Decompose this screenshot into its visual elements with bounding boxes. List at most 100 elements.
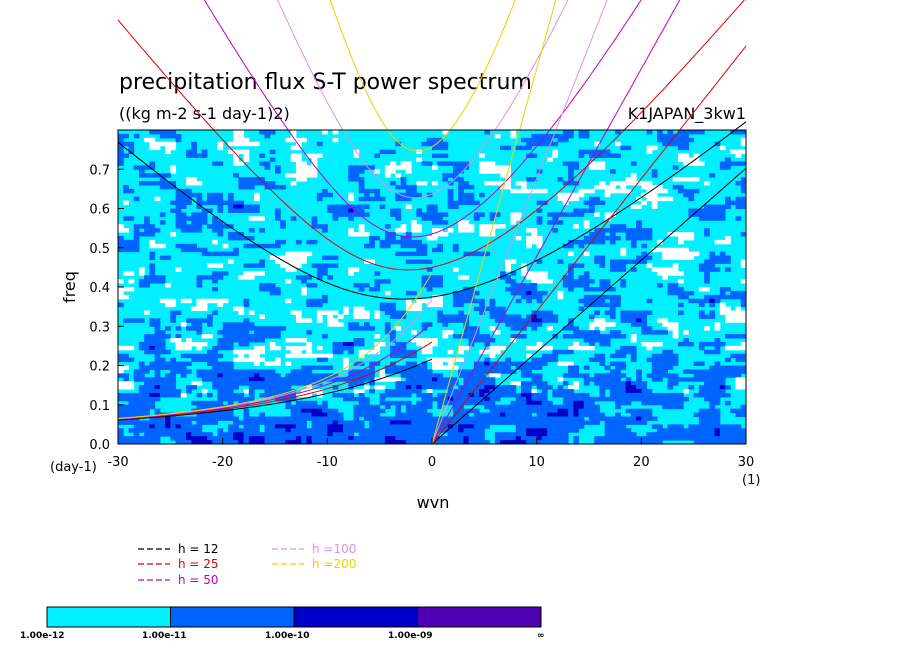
heatmap-cell — [128, 145, 135, 151]
heatmap-cell — [405, 188, 412, 194]
heatmap-cell — [133, 235, 140, 241]
heatmap-cell — [280, 263, 286, 268]
heatmap-cell — [217, 345, 224, 351]
heatmap-cell — [458, 192, 464, 198]
heatmap-cell — [269, 130, 276, 135]
heatmap-cell — [589, 326, 595, 331]
heatmap-cell — [133, 432, 140, 437]
kelvin-curve-h25 — [431, 45, 747, 445]
heatmap-cell — [311, 412, 318, 418]
heatmap-cell — [175, 267, 182, 272]
heatmap-cell — [243, 271, 250, 276]
heatmap-cell — [400, 412, 407, 418]
heatmap-cell — [311, 169, 318, 174]
legend-label: h = 12 — [178, 542, 219, 556]
heatmap-cell — [698, 416, 705, 421]
heatmap-cell — [526, 275, 532, 280]
heatmap-cell — [709, 385, 716, 390]
heatmap-cell — [306, 173, 313, 178]
heatmap-cell — [243, 408, 250, 414]
heatmap-cell — [311, 283, 318, 288]
heatmap-cell — [437, 247, 443, 253]
heatmap-cell — [343, 306, 349, 312]
heatmap-cell — [609, 267, 616, 272]
heatmap-cell — [735, 377, 742, 382]
heatmap-cell — [426, 298, 433, 304]
heatmap-cell — [400, 365, 407, 370]
heatmap-cell — [599, 341, 606, 347]
heatmap-cell — [149, 396, 156, 402]
kelvin-curve-h12 — [431, 167, 747, 445]
heatmap-cell — [290, 416, 297, 421]
heatmap-cell — [479, 165, 485, 170]
heatmap-cell — [479, 400, 485, 406]
heatmap-cell — [725, 345, 731, 351]
heatmap-cell — [437, 216, 443, 221]
heatmap-cell — [531, 239, 538, 245]
heatmap-cell — [714, 412, 721, 418]
heatmap-cell — [698, 310, 705, 315]
heatmap-cell — [118, 381, 124, 386]
heatmap-cell — [615, 224, 621, 229]
heatmap-cell — [332, 385, 339, 390]
heatmap-cell — [238, 137, 245, 143]
heatmap-cell — [196, 412, 203, 418]
heatmap-cell — [458, 165, 464, 170]
heatmap-cell — [562, 404, 569, 410]
heatmap-cell — [128, 392, 135, 398]
heatmap-cell — [636, 408, 642, 414]
heatmap-cell — [348, 232, 354, 237]
heatmap-cell — [589, 408, 595, 414]
heatmap-cell — [452, 169, 459, 174]
heatmap-cell — [180, 392, 187, 398]
heatmap-cell — [562, 389, 569, 394]
heatmap-cell — [489, 298, 496, 304]
heatmap-cell — [421, 141, 428, 147]
heatmap-cell — [526, 396, 532, 402]
heatmap-cell — [123, 318, 129, 323]
heatmap-cell — [337, 428, 344, 433]
heatmap-cell — [735, 153, 742, 158]
heatmap-cell — [416, 373, 423, 378]
heatmap-cell — [363, 428, 370, 433]
heatmap-cell — [704, 377, 710, 382]
heatmap-cell — [227, 408, 234, 414]
heatmap-cell — [332, 436, 339, 441]
heatmap-cell — [254, 428, 260, 433]
heatmap-cell — [447, 188, 454, 194]
heatmap-cell — [206, 377, 213, 382]
heatmap-cell — [625, 310, 632, 315]
heatmap-cell — [264, 436, 271, 441]
heatmap-cell — [306, 389, 313, 394]
heatmap-cell — [154, 243, 161, 249]
heatmap-cell — [620, 361, 627, 366]
heatmap-cell — [526, 283, 532, 288]
heatmap-cell — [343, 424, 349, 429]
heatmap-cell — [248, 141, 255, 147]
heatmap-cell — [327, 314, 334, 319]
heatmap-cell — [651, 361, 658, 366]
heatmap-cell — [473, 330, 480, 335]
heatmap-cell — [243, 412, 250, 418]
heatmap-cell — [536, 314, 543, 319]
heatmap-cell — [369, 373, 375, 378]
heatmap-cell — [463, 161, 470, 166]
heatmap-cell — [421, 404, 428, 410]
heatmap-cell — [479, 169, 485, 174]
heatmap-cell — [735, 216, 742, 221]
heatmap-cell — [641, 326, 648, 331]
heatmap-cell — [589, 208, 595, 213]
heatmap-cell — [196, 200, 203, 206]
heatmap-cell — [421, 338, 428, 343]
heatmap-cell — [667, 349, 674, 355]
heatmap-cell — [426, 377, 433, 382]
heatmap-cell — [646, 184, 653, 190]
heatmap-cell — [677, 341, 684, 347]
heatmap-cell — [395, 428, 402, 433]
heatmap-cell — [306, 330, 313, 335]
heatmap-cell — [390, 314, 396, 319]
heatmap-cell — [374, 192, 381, 198]
heatmap-cell — [599, 357, 606, 363]
heatmap-cell — [374, 361, 381, 366]
heatmap-cell — [154, 361, 161, 366]
